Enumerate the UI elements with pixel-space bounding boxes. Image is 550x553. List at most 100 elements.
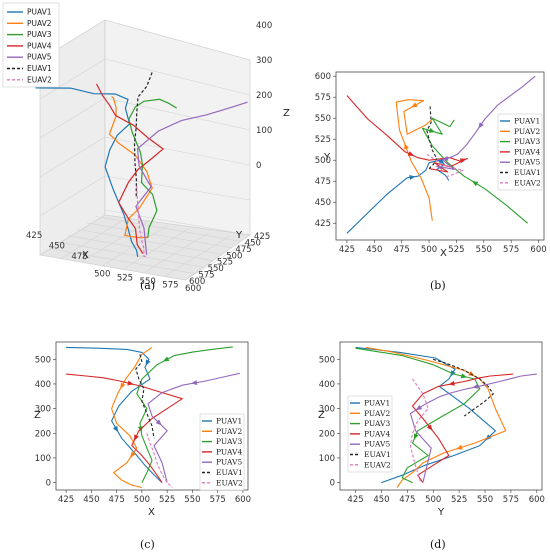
x-tick-label: 600	[530, 245, 546, 255]
y-tick-label: 575	[315, 93, 331, 103]
series-line-euav2	[426, 153, 464, 178]
x-tick-label: 575	[162, 280, 178, 290]
y-tick-label: 450	[315, 198, 331, 208]
panel-a-xlabel: X	[82, 250, 89, 261]
y-tick-label: 300	[35, 405, 51, 415]
grid-line	[39, 136, 106, 178]
panel-a-grid	[39, 19, 251, 281]
series-line-puav4	[411, 373, 514, 483]
direction-arrow-puav5	[190, 380, 198, 386]
y-tick-label: 0	[46, 479, 51, 489]
panel-c-xlabel: X	[148, 507, 155, 518]
series-line-puav1	[346, 159, 450, 234]
legend-label-puav2: PUAV2	[514, 127, 540, 136]
y-tick-label: 450	[245, 238, 261, 248]
x-tick-label: 525	[451, 495, 467, 505]
y-tick-label: 500	[319, 355, 335, 365]
series-line-puav3	[421, 117, 528, 224]
y-tick-label: 525	[217, 258, 233, 268]
x-tick-label: 525	[117, 273, 133, 283]
x-tick-label: 600	[529, 495, 545, 505]
series-line-euav2	[409, 378, 429, 483]
series-line-puav5	[436, 75, 536, 170]
grid-line	[77, 228, 223, 255]
series-line-euav1	[433, 358, 494, 417]
z-tick-label: 400	[256, 21, 272, 31]
legend-label-puav5: PUAV5	[514, 158, 540, 167]
panel-a-legend-box	[2, 2, 60, 88]
y-tick-label: 500	[35, 355, 51, 365]
x-tick-label: 500	[134, 495, 150, 505]
grid-line	[39, 254, 186, 281]
legend-label-puav3: PUAV3	[27, 30, 52, 39]
panel-a-3d-trajectory: 0100200300400500425450475500525550575600…	[2, 2, 290, 294]
direction-arrow-puav5	[472, 383, 479, 389]
legend-label-euav1: EUAV1	[364, 450, 391, 459]
series-line-3d-euav2	[136, 185, 148, 258]
grid-line	[95, 216, 241, 242]
grid-line	[104, 58, 251, 96]
y-tick-label: 500	[315, 156, 331, 166]
legend-label-euav1: EUAV1	[27, 64, 52, 73]
panel-a-legend: PUAV1 PUAV2 PUAV3 PUAV4 PUAV5 EUAV1 EUAV2	[2, 2, 60, 88]
x-tick-label: 550	[477, 495, 493, 505]
caption-a: (a)	[140, 279, 155, 292]
panel-c-ticks: 425 450 475 500 525 550 575 600 0 100 200 300 400 500	[35, 355, 251, 505]
grid-line	[39, 175, 106, 217]
y-tick-label: 200	[319, 429, 335, 439]
legend-label-puav3: PUAV3	[364, 419, 390, 428]
x-tick-label: 450	[366, 245, 382, 255]
caption-b: (b)	[430, 279, 446, 292]
grid-line	[164, 236, 230, 277]
grid-line	[86, 222, 232, 249]
y-tick-label: 100	[35, 454, 51, 464]
direction-arrow-puav1	[409, 174, 416, 180]
x-tick-label: 600	[235, 495, 251, 505]
x-tick-label: 425	[58, 495, 74, 505]
series-line-puav3	[355, 347, 481, 484]
legend-label-euav2: EUAV2	[27, 75, 52, 84]
panel-a-trajectories	[35, 72, 248, 258]
series-line-puav2	[111, 346, 153, 489]
direction-arrow-puav2	[120, 382, 126, 390]
panel-c-xz-view: 425 450 475 500 525 550 575 600 0 100 200 300 400 500…	[34, 341, 251, 551]
z-tick-label: 0	[256, 161, 261, 171]
legend-label-puav4: PUAV4	[27, 41, 52, 50]
direction-arrow-puav3	[428, 127, 436, 133]
direction-arrow-puav5	[415, 404, 423, 411]
x-tick-label: 600	[185, 284, 201, 294]
y-tick-label: 400	[319, 380, 335, 390]
panel-d-frame	[339, 341, 543, 491]
y-tick-label: 575	[198, 271, 214, 281]
panel-d-ylabel: Z	[318, 410, 325, 421]
grid-line	[101, 225, 168, 266]
grid-line	[39, 97, 106, 139]
legend-label-puav2: PUAV2	[216, 427, 242, 436]
x-tick-label: 450	[83, 495, 99, 505]
series-line-puav5	[147, 372, 241, 483]
direction-arrow-puav3	[162, 356, 170, 362]
grid-line	[60, 218, 126, 259]
legend-label-puav1: PUAV1	[364, 399, 390, 408]
series-line-puav4	[66, 373, 183, 483]
direction-arrow-puav4	[134, 434, 139, 441]
panel-b-trajectories	[346, 75, 536, 234]
x-tick-label: 475	[399, 495, 415, 505]
direction-arrow-puav2	[130, 451, 136, 458]
series-line-3d-puav2	[108, 96, 153, 239]
series-line-3d-puav3	[128, 98, 178, 238]
x-tick-label: 575	[503, 495, 519, 505]
panel-b-ylabel: Y	[323, 152, 331, 163]
series-line-3d-euav1	[133, 72, 153, 197]
x-tick-label: 450	[373, 495, 389, 505]
grid-line	[104, 97, 251, 131]
legend-label-puav4: PUAV4	[364, 429, 390, 438]
y-tick-label: 100	[319, 454, 335, 464]
panel-b-xy-view: 425 450 475 500 525 550 575 600 425 450 475 500 525 5…	[315, 71, 547, 292]
legend-label-euav1: EUAV1	[514, 168, 541, 177]
panel-c-ylabel: Z	[34, 410, 41, 421]
direction-arrow-puav2	[411, 102, 418, 108]
direction-arrow-puav3	[471, 180, 479, 187]
